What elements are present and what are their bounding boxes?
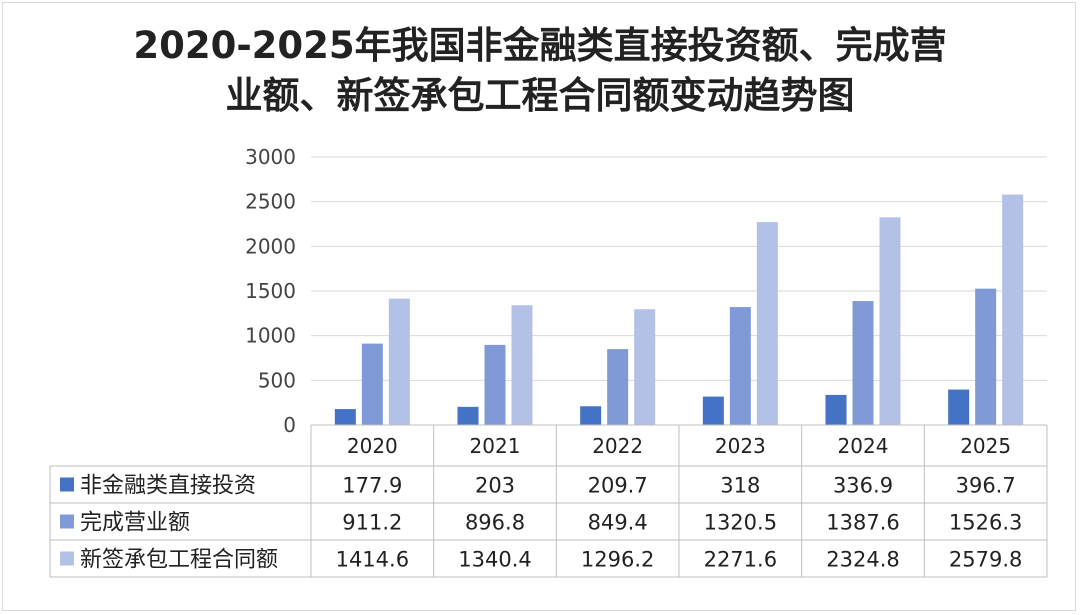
x-category-label: 2025: [960, 434, 1011, 458]
y-tick-label: 3000: [245, 145, 296, 169]
data-table-value: 1320.5: [704, 511, 777, 535]
x-category-label: 2023: [715, 434, 766, 458]
data-table-value: 2324.8: [826, 548, 899, 572]
data-table-value: 336.9: [833, 474, 893, 498]
bar: [580, 406, 602, 425]
chart-title-line-1: 2020-2025年我国非金融类直接投资额、完成营: [133, 24, 947, 67]
data-table-value: 396.7: [956, 474, 1016, 498]
bar: [334, 409, 356, 425]
data-table-value: 318: [720, 474, 760, 498]
data-table-value: 849.4: [588, 511, 648, 535]
data-table-value: 2579.8: [949, 548, 1022, 572]
bar: [729, 307, 751, 425]
legend-label: 完成营业额: [80, 511, 190, 536]
bar: [825, 394, 847, 425]
bar: [879, 217, 901, 425]
chart-title-line-2: 业额、新签承包工程合同额变动趋势图: [225, 74, 855, 117]
bar: [702, 396, 724, 425]
legend-label: 新签承包工程合同额: [80, 548, 278, 573]
y-tick-label: 1000: [245, 324, 296, 348]
bar: [975, 288, 997, 425]
data-table-value: 177.9: [342, 474, 402, 498]
bar: [361, 343, 383, 425]
legend-swatch: [60, 551, 74, 566]
y-tick-label: 500: [258, 368, 296, 392]
x-category-label: 2022: [592, 434, 643, 458]
data-table-value: 1296.2: [581, 548, 654, 572]
data-table-value: 1340.4: [458, 548, 531, 572]
data-table-value: 1526.3: [949, 511, 1022, 535]
bar: [457, 406, 479, 425]
data-table-value: 1387.6: [826, 511, 899, 535]
legend-label: 非金融类直接投资: [80, 474, 256, 499]
bar: [511, 305, 533, 425]
bar: [852, 301, 874, 425]
bar: [948, 389, 970, 425]
legend-swatch: [60, 477, 74, 492]
x-category-label: 2024: [838, 434, 889, 458]
data-table-value: 896.8: [465, 511, 525, 535]
data-table-value: 2271.6: [704, 548, 777, 572]
bar: [388, 298, 410, 425]
data-table-value: 1414.6: [336, 548, 409, 572]
data-table-value: 209.7: [588, 474, 648, 498]
x-category-label: 2021: [470, 434, 521, 458]
bar: [634, 309, 656, 425]
bar: [484, 344, 506, 425]
data-table-value: 911.2: [342, 511, 402, 535]
bar: [1002, 194, 1024, 425]
x-category-label: 2020: [347, 434, 398, 458]
y-tick-label: 2500: [245, 190, 296, 214]
bar: [756, 222, 778, 425]
y-tick-label: 2000: [245, 234, 296, 258]
bar: [607, 349, 629, 425]
data-table-value: 203: [475, 474, 515, 498]
legend-swatch: [60, 514, 74, 529]
y-tick-label: 0: [283, 413, 296, 437]
y-tick-label: 1500: [245, 279, 296, 303]
